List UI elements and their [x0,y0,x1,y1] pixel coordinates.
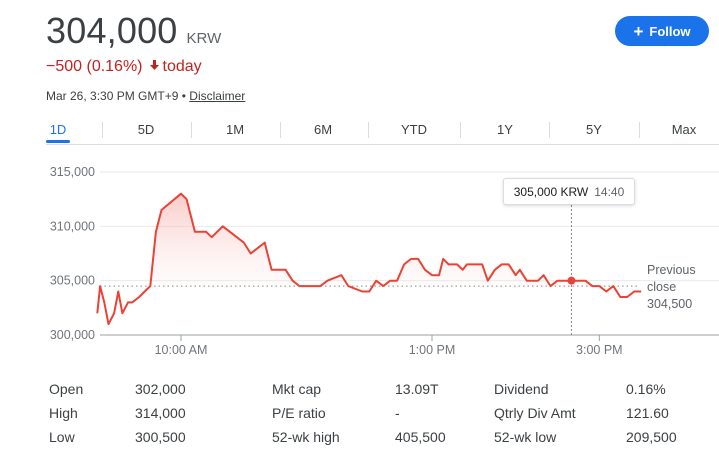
stat-value-qtrly-div: 121.60 [626,405,669,421]
tab-divider [460,122,461,138]
stat-label-open: Open [49,381,84,397]
y-tick-label: 305,000 [50,274,95,288]
tab-divider [280,122,281,138]
price-header: 304,000 KRW [46,10,221,52]
tab-divider [102,122,103,138]
price-change: −500 (0.16%) today [46,58,202,76]
active-tab-indicator [46,140,70,143]
tab-divider [549,122,550,138]
tab-max[interactable]: Max [671,122,697,137]
prev-close-value: 304,500 [647,297,693,311]
tab-5d[interactable]: 5D [137,122,155,137]
follow-label: Follow [649,23,691,39]
tabs-divider-line [46,144,719,145]
stat-label-low: Low [49,429,75,445]
stat-value-52wk-low: 209,500 [626,429,677,445]
change-period: today [162,58,202,75]
y-axis: 315,000 310,000 305,000 300,000 [50,165,95,342]
change-value: −500 (0.16%) [46,58,143,75]
arrow-down-icon [149,58,160,76]
stat-label-52wk-low: 52-wk low [494,429,557,445]
stat-label-dividend: Dividend [494,381,549,397]
quote-meta: Mar 26, 3:30 PM GMT+9 • Disclaimer [46,89,245,103]
stat-label-52wk-high: 52-wk high [272,429,340,445]
current-price: 304,000 [46,10,178,51]
disclaimer-link[interactable]: Disclaimer [189,89,246,103]
stat-label-qtrly-div: Qtrly Div Amt [494,405,576,421]
tooltip-time: 14:40 [594,184,625,199]
series-area [97,193,642,287]
x-tick-label: 3:00 PM [576,343,623,357]
range-tabs: 1D 5D 1M 6M YTD 1Y 5Y Max [0,116,719,146]
tooltip-value: 305,000 KRW [513,184,589,199]
prev-close-line2: close [647,280,677,294]
previous-close-label: Previous close 304,500 [647,262,696,313]
chart-tooltip: 305,000 KRW 14:40 [503,178,635,205]
tab-divider [368,122,369,138]
stat-value-52wk-high: 405,500 [395,429,446,445]
series-line [96,192,642,326]
x-tick-label: 1:00 PM [409,343,456,357]
quote-timestamp: Mar 26, 3:30 PM GMT+9 [46,89,179,103]
stat-label-pe-ratio: P/E ratio [272,405,326,421]
stat-value-dividend: 0.16% [626,381,666,397]
tab-1y[interactable]: 1Y [497,122,513,137]
tab-ytd[interactable]: YTD [401,122,427,137]
stat-value-low: 300,500 [135,429,186,445]
y-tick-label: 300,000 [50,328,95,342]
stat-label-high: High [49,405,78,421]
hover-point [567,276,576,285]
y-tick-label: 310,000 [50,219,95,233]
x-tick-label: 10:00 AM [155,343,208,357]
currency-label: KRW [186,30,222,47]
tab-divider [191,122,192,138]
tab-1m[interactable]: 1M [225,122,245,137]
y-tick-label: 315,000 [50,165,95,179]
stat-value-mkt-cap: 13.09T [395,381,439,397]
stat-value-high: 314,000 [135,405,186,421]
tab-divider [639,122,640,138]
plus-icon: + [633,21,644,41]
stat-value-pe-ratio: - [395,405,400,421]
tab-5y[interactable]: 5Y [586,122,602,137]
prev-close-line1: Previous [647,263,696,277]
stat-value-open: 302,000 [135,381,186,397]
x-axis: 10:00 AM 1:00 PM 3:00 PM [155,335,623,357]
stat-label-mkt-cap: Mkt cap [272,381,322,397]
tab-1d[interactable]: 1D [49,122,67,137]
price-chart[interactable]: 315,000 310,000 305,000 300,000 10:00 AM 1:0… [0,150,719,370]
follow-button[interactable]: + Follow [615,16,709,46]
meta-separator: • [181,89,186,103]
tab-6m[interactable]: 6M [313,122,333,137]
